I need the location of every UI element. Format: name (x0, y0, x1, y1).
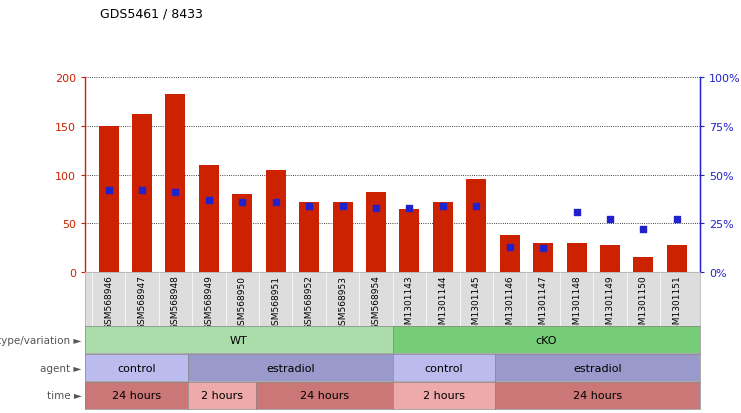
Text: WT: WT (230, 335, 247, 345)
Bar (366, 192, 386, 272)
Text: 2 hours: 2 hours (423, 390, 465, 401)
Text: control: control (117, 363, 156, 373)
Bar (499, 235, 519, 272)
Point (203, 197, 215, 204)
Bar (533, 243, 554, 272)
Text: GSM1301149: GSM1301149 (605, 275, 614, 335)
Point (437, 203, 449, 209)
Bar (99, 127, 119, 272)
Point (637, 226, 649, 233)
Bar (433, 202, 453, 272)
Text: 2 hours: 2 hours (201, 390, 243, 401)
Text: 24 hours: 24 hours (574, 390, 622, 401)
Text: agent ►: agent ► (40, 363, 82, 373)
Point (303, 203, 315, 209)
Bar (199, 166, 219, 272)
Text: control: control (425, 363, 463, 373)
Point (136, 188, 148, 194)
Text: time ►: time ► (47, 390, 82, 401)
Point (336, 203, 348, 209)
Bar (600, 245, 620, 272)
Bar (132, 115, 152, 272)
Point (236, 199, 248, 206)
Bar (399, 209, 419, 272)
Text: 24 hours: 24 hours (112, 390, 161, 401)
Bar (299, 202, 319, 272)
Bar (165, 95, 185, 272)
Text: GSM568947: GSM568947 (138, 275, 147, 330)
Bar (232, 195, 253, 272)
Bar (634, 258, 654, 272)
Bar (667, 245, 687, 272)
Bar (266, 170, 286, 272)
Text: GSM568946: GSM568946 (104, 275, 113, 330)
Text: GSM568953: GSM568953 (338, 275, 347, 330)
Bar (567, 243, 587, 272)
Text: GSM1301144: GSM1301144 (439, 275, 448, 335)
Text: estradiol: estradiol (266, 363, 314, 373)
Point (604, 216, 616, 223)
Text: GSM568952: GSM568952 (305, 275, 313, 330)
Text: GSM568954: GSM568954 (371, 275, 381, 330)
Text: GSM1301146: GSM1301146 (505, 275, 514, 335)
Point (471, 203, 482, 209)
Text: GDS5461 / 8433: GDS5461 / 8433 (100, 8, 203, 21)
Text: GSM1301145: GSM1301145 (472, 275, 481, 335)
Point (370, 205, 382, 211)
Text: genotype/variation ►: genotype/variation ► (0, 335, 82, 345)
Text: GSM1301148: GSM1301148 (572, 275, 581, 335)
Point (170, 189, 182, 196)
Text: cKO: cKO (536, 335, 557, 345)
Point (537, 246, 549, 252)
Text: GSM1301147: GSM1301147 (539, 275, 548, 335)
Point (404, 205, 416, 211)
Text: estradiol: estradiol (574, 363, 622, 373)
Text: GSM568949: GSM568949 (205, 275, 213, 330)
Point (270, 199, 282, 206)
Text: GSM1301143: GSM1301143 (405, 275, 414, 335)
Bar (466, 180, 486, 272)
Text: GSM568948: GSM568948 (171, 275, 180, 330)
Text: GSM568950: GSM568950 (238, 275, 247, 330)
Bar (333, 202, 353, 272)
Point (103, 188, 115, 194)
Text: GSM1301150: GSM1301150 (639, 275, 648, 335)
Text: 24 hours: 24 hours (300, 390, 349, 401)
Text: GSM568951: GSM568951 (271, 275, 280, 330)
Point (571, 209, 582, 215)
Point (671, 216, 682, 223)
Text: GSM1301151: GSM1301151 (672, 275, 681, 335)
Point (504, 244, 516, 250)
